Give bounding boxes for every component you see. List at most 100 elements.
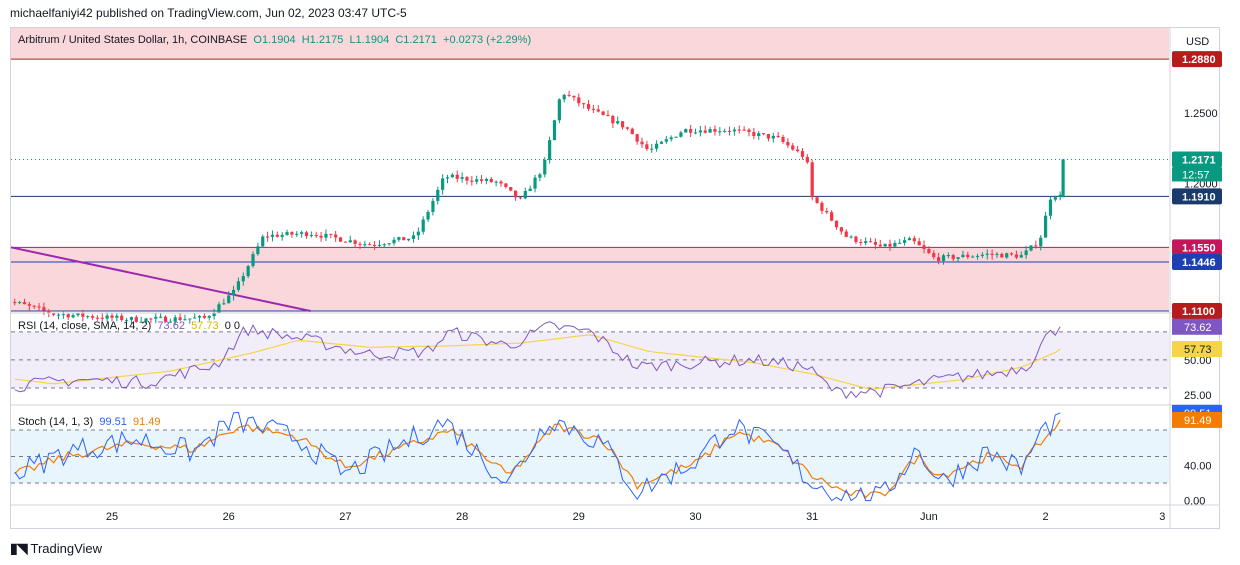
price-badge-label: 1.1100 — [1182, 306, 1215, 318]
candle-body — [358, 243, 362, 245]
candle-body — [134, 317, 138, 322]
candle-body — [718, 131, 722, 133]
candle-body — [168, 321, 172, 323]
candle-body — [698, 130, 702, 133]
price-legend: Arbitrum / United States Dollar, 1h, COI… — [18, 34, 531, 46]
candle-body — [922, 245, 926, 250]
candle-body — [966, 254, 970, 258]
candle-body — [1019, 255, 1023, 258]
rsi-line — [14, 321, 1061, 400]
price-badge-bg — [1172, 188, 1222, 205]
rsi-label[interactable]: RSI (14, close, SMA, 14, 2) — [18, 320, 152, 332]
candle-body — [402, 237, 406, 241]
candle-body — [300, 232, 304, 234]
candle-body — [154, 316, 158, 319]
candle-body — [747, 129, 751, 133]
candle-body — [436, 189, 440, 201]
symbol-label[interactable]: Arbitrum / United States Dollar, 1h, COI… — [18, 34, 248, 46]
candle-body — [552, 120, 557, 141]
rsi-tick-label: 25.00 — [1184, 390, 1212, 402]
candle-body — [421, 219, 425, 232]
price-badge-label: 1.1910 — [1182, 191, 1216, 203]
candle-body — [56, 314, 61, 316]
candle-body — [1009, 253, 1014, 255]
candle-body — [499, 181, 503, 184]
candle-body — [479, 179, 484, 181]
candle-body — [674, 136, 678, 138]
candle-body — [95, 317, 100, 319]
rsi-value-badge-bg — [1172, 318, 1222, 335]
price-badge-bg — [1172, 254, 1222, 271]
candle-body — [183, 319, 187, 321]
rsi-sma-value: 57.73 — [191, 320, 219, 332]
candle-body — [937, 257, 941, 262]
candle-body — [533, 177, 537, 189]
candle-body — [397, 237, 401, 240]
resistance-zone-0 — [11, 28, 1169, 60]
descending-trendline — [10, 246, 311, 312]
candle-body — [411, 235, 416, 239]
candle-body — [285, 232, 289, 235]
price-badge-label: 1.1446 — [1182, 257, 1216, 269]
rsi-sma-line — [14, 334, 1061, 391]
candle-body — [159, 316, 163, 318]
candle-body — [645, 144, 649, 150]
candle-body — [713, 129, 717, 132]
candles-group — [13, 90, 1062, 326]
candle-body — [212, 312, 216, 317]
candle-body — [985, 253, 989, 255]
candle-body — [266, 236, 270, 238]
candle-body — [528, 188, 532, 192]
stoch-d-value: 91.49 — [133, 416, 161, 428]
candle-body — [572, 95, 576, 98]
candle-body — [834, 220, 839, 228]
candle-body — [115, 315, 119, 318]
candle-body — [582, 103, 586, 105]
candle-body — [441, 178, 445, 190]
candle-body — [295, 233, 299, 235]
candle-body — [766, 134, 771, 139]
time-tick-label: 30 — [689, 511, 701, 523]
candle-body — [207, 316, 211, 318]
candle-body — [222, 303, 226, 305]
rsi-sma-badge: 57.73 — [1184, 344, 1212, 356]
candle-body — [61, 314, 65, 316]
candle-body — [188, 318, 192, 320]
candle-body — [980, 254, 984, 256]
close-value: C1.2171 — [395, 34, 437, 46]
candle-body — [917, 241, 921, 246]
candle-body — [786, 141, 790, 146]
stoch-tick-label: 0.00 — [1184, 496, 1205, 508]
candle-body — [703, 130, 707, 133]
time-tick-label: 27 — [339, 511, 351, 523]
candle-body — [197, 315, 202, 318]
candle-body — [256, 246, 260, 255]
stoch-label[interactable]: Stoch (14, 1, 3) — [18, 416, 94, 428]
candle-body — [18, 302, 22, 304]
candle-body — [22, 302, 27, 305]
candle-body — [708, 129, 712, 133]
candle-body — [426, 211, 430, 220]
candle-body — [343, 241, 347, 243]
candle-body — [640, 141, 644, 145]
candle-body — [504, 183, 508, 187]
tradingview-logo[interactable]: ▮◥ TradingView — [10, 540, 102, 557]
candle-body — [975, 255, 980, 257]
candle-body — [363, 244, 367, 246]
price-badge-bg — [1172, 151, 1222, 168]
candle-body — [32, 305, 36, 307]
candle-body — [455, 174, 459, 179]
rsi-extra-value: 0 0 — [224, 320, 241, 332]
candle-body — [1039, 237, 1043, 247]
rsi-legend: RSI (14, close, SMA, 14, 2) 73.62 57.73 … — [18, 320, 240, 332]
candle-body — [407, 238, 411, 241]
price-badge-label: 1.1550 — [1182, 242, 1216, 254]
candle-body — [314, 235, 318, 237]
candle-body — [538, 174, 542, 178]
resistance-zone-1 — [11, 247, 1169, 311]
candle-body — [241, 276, 245, 282]
candle-body — [548, 140, 552, 160]
candle-body — [810, 162, 814, 198]
candle-body — [290, 232, 294, 235]
